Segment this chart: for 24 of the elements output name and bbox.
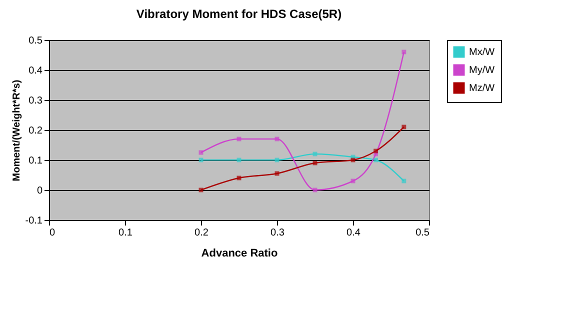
y-tick-label: 0: [36, 186, 43, 196]
x-tick-label: 0.1: [118, 228, 133, 238]
chart-title: Vibratory Moment for HDS Case(5R): [136, 7, 342, 21]
y-tick-label: -0.1: [25, 216, 43, 226]
x-tick-label: 0: [50, 228, 56, 238]
x-tick-label: 0.2: [194, 228, 209, 238]
x-tick-label: 0.5: [416, 228, 430, 238]
y-tick-label: 0.5: [28, 36, 43, 46]
legend-label: My/W: [469, 65, 496, 76]
legend-label: Mz/W: [469, 83, 496, 94]
x-axis-title: Advance Ratio: [201, 248, 278, 260]
y-tick-label: 0.4: [28, 66, 43, 76]
y-tick-label: 0.1: [28, 156, 43, 166]
point: [374, 158, 378, 162]
point: [374, 148, 378, 154]
legend-label: Mx/W: [469, 47, 496, 58]
x-tick-label: 0.3: [270, 228, 285, 238]
y-axis-title: Moment/(Weight*R*s): [11, 80, 22, 182]
point: [402, 178, 406, 184]
y-tick-label: 0.3: [28, 96, 43, 106]
y-tick-label: 0.2: [28, 126, 43, 136]
point: [402, 50, 406, 54]
point: [402, 124, 406, 130]
x-tick-label: 0.4: [346, 228, 361, 238]
